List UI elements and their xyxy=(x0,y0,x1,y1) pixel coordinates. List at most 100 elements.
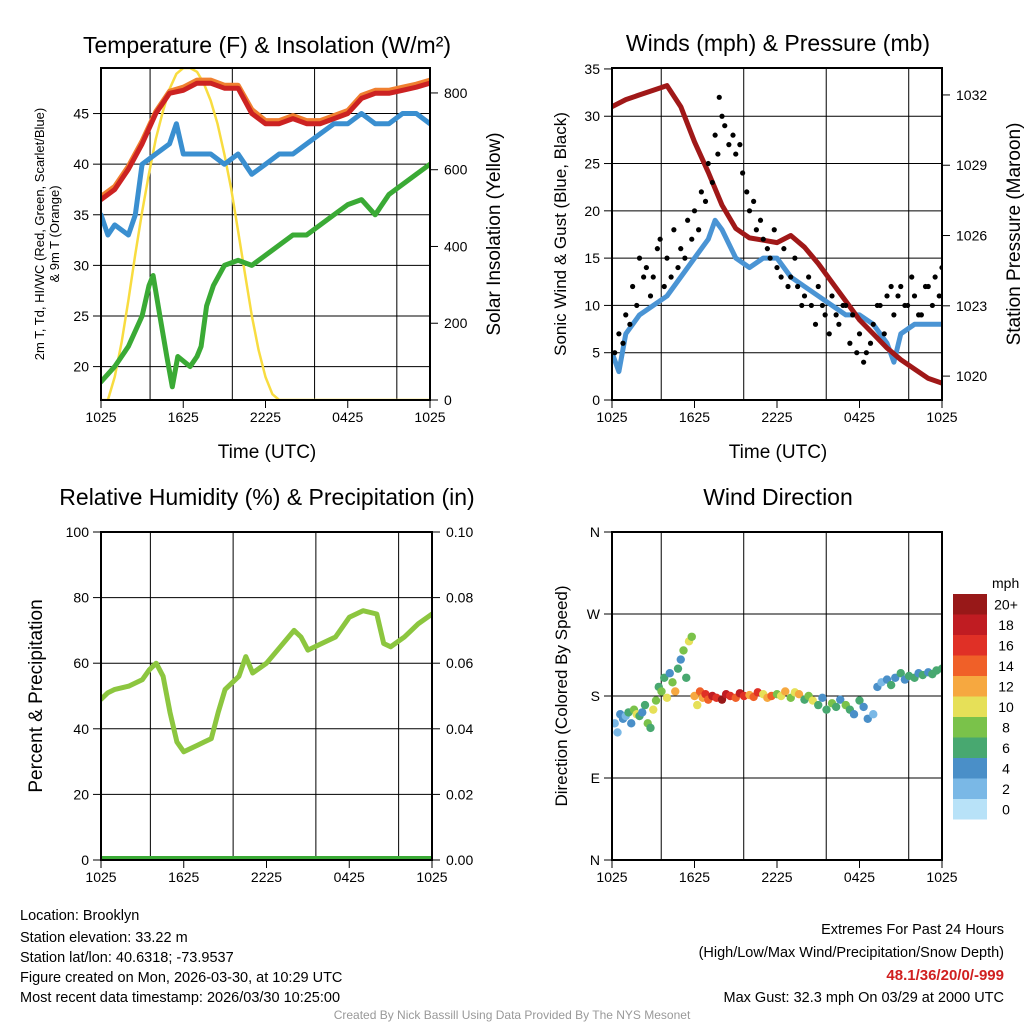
winds-plot-frame xyxy=(611,67,943,401)
gust-point xyxy=(760,236,766,242)
gust-point xyxy=(799,302,805,309)
y-tick-label: 20 xyxy=(73,359,89,375)
legend-label: 12 xyxy=(998,678,1014,694)
legend-swatch xyxy=(953,594,987,615)
y2-tick-label: 400 xyxy=(444,238,468,254)
direction-point xyxy=(673,664,683,673)
direction-point xyxy=(676,655,685,664)
y-tick-label: S xyxy=(591,688,600,704)
y-tick-label: 20 xyxy=(584,203,600,219)
y-tick-label: E xyxy=(591,770,600,786)
temperature-plot-frame xyxy=(100,67,431,401)
gust-point xyxy=(847,340,853,346)
recent-data-text: Most recent data timestamp: 2026/03/30 1… xyxy=(20,990,340,1006)
y2-tick-label: 0.10 xyxy=(446,524,473,540)
gust-point xyxy=(650,274,656,280)
y2-tick-label: 1023 xyxy=(956,298,987,314)
direction-point xyxy=(668,678,677,687)
gust-point xyxy=(788,274,794,280)
y2-tick-label: 1026 xyxy=(956,228,987,244)
y-tick-label: 30 xyxy=(584,108,600,124)
y2-tick-label: 0.02 xyxy=(446,786,473,802)
temperature-y-axis-label-line1: 2m T, Td, HI/WC (Red, Green, Scarlet/Blu… xyxy=(32,108,47,360)
direction-point xyxy=(657,687,666,696)
direction-point xyxy=(814,700,823,710)
gust-point xyxy=(911,293,918,299)
gust-point xyxy=(671,227,677,233)
gust-point xyxy=(895,293,901,299)
direction-point xyxy=(693,700,702,710)
gust-point xyxy=(726,142,732,148)
direction-point xyxy=(859,702,868,712)
x-tick-label: 1025 xyxy=(414,409,445,425)
x-tick-label: 1025 xyxy=(926,409,957,425)
gust-point xyxy=(843,302,849,309)
legend-swatch xyxy=(953,696,987,717)
gust-point xyxy=(767,255,773,261)
y-tick-label: 0 xyxy=(592,392,600,408)
gust-point xyxy=(751,198,757,204)
y-tick-label: 15 xyxy=(584,250,600,266)
gust-point xyxy=(737,142,743,148)
gust-point xyxy=(929,302,935,309)
gust-point xyxy=(702,198,709,204)
gust-point xyxy=(715,151,721,157)
y-tick-label: 35 xyxy=(584,61,600,77)
y-tick-label: 30 xyxy=(73,257,89,273)
direction-point xyxy=(781,687,790,696)
legend-swatch xyxy=(953,799,987,820)
winds-y-axis-label: Sonic Wind & Gust (Blue, Black) xyxy=(551,112,570,356)
gust-point xyxy=(746,208,753,214)
y-tick-label: 35 xyxy=(73,207,89,223)
direction-point xyxy=(831,702,841,712)
gust-point xyxy=(730,132,736,138)
gust-point xyxy=(808,302,814,309)
y-tick-label: 45 xyxy=(73,106,89,122)
direction-point xyxy=(651,696,661,705)
x-tick-label: 1025 xyxy=(416,869,447,885)
gust-point xyxy=(778,274,784,280)
gust-point xyxy=(771,227,777,233)
x-tick-label: 1025 xyxy=(926,869,957,885)
direction-point xyxy=(638,708,647,717)
legend-swatch xyxy=(953,717,987,738)
gust-point xyxy=(705,160,711,167)
direction-point xyxy=(886,680,896,690)
gust-point xyxy=(856,331,863,337)
gust-point xyxy=(630,283,636,290)
y-tick-label: N xyxy=(590,852,600,868)
y-tick-label: W xyxy=(587,606,601,622)
x-tick-label: 0425 xyxy=(332,409,363,425)
extremes-values: 48.1/36/20/0/-999 xyxy=(886,967,1004,984)
gust-point xyxy=(867,340,874,346)
gust-point xyxy=(877,302,883,309)
speed-legend: mph 0 2 4 6 8 10 12 14 16 18 20+ xyxy=(953,575,1019,820)
y2-tick-label: 0.08 xyxy=(446,590,473,606)
legend-title: mph xyxy=(992,575,1019,591)
y2-tick-label: 1032 xyxy=(956,87,987,103)
y2-tick-label: 1029 xyxy=(956,157,987,173)
x-tick-label: 2225 xyxy=(761,409,792,425)
gust-point xyxy=(850,312,856,318)
temperature-chart-title: Temperature (F) & Insolation (W/m²) xyxy=(83,32,451,58)
gust-point xyxy=(806,274,812,280)
wind-direction-chart-title: Wind Direction xyxy=(703,484,853,510)
gust-point xyxy=(623,312,629,318)
gust-point xyxy=(925,283,931,290)
gust-point xyxy=(664,255,670,261)
direction-point xyxy=(627,719,636,728)
location-text: Location: Brooklyn xyxy=(20,908,139,924)
credit-text: Created By Nick Bassill Using Data Provi… xyxy=(334,1008,691,1022)
gust-point xyxy=(792,255,798,261)
direction-point xyxy=(822,705,831,714)
gust-point xyxy=(647,293,654,299)
gust-point xyxy=(822,312,828,318)
gust-point xyxy=(801,293,808,299)
legend-swatch xyxy=(953,737,987,758)
winds-series-group xyxy=(612,83,942,386)
x-tick-label: 2225 xyxy=(250,409,281,425)
gust-point xyxy=(888,283,894,290)
humidity-chart: 0 20 40 60 80 100 0.00 0.02 0.04 0.06 0.08 0.10 1025… xyxy=(66,524,474,885)
y-tick-label: 60 xyxy=(73,655,89,671)
